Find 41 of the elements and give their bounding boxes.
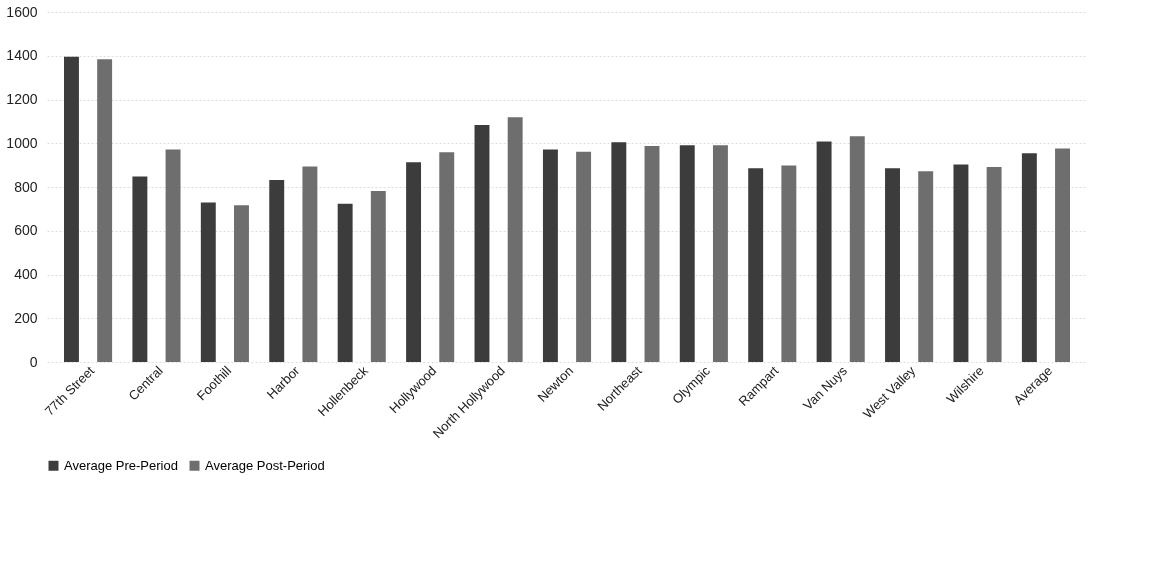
bar	[542, 149, 558, 362]
bar	[849, 136, 865, 362]
bar	[234, 205, 249, 362]
legend-label: Average Pre-Period	[64, 457, 178, 473]
y-tick-label: 200	[14, 309, 38, 326]
bar	[816, 141, 832, 362]
bar	[679, 145, 695, 362]
bar	[507, 117, 523, 362]
y-tick-label: 400	[14, 266, 38, 282]
y-tick-label: 1600	[6, 3, 38, 20]
y-tick-label: 0	[29, 353, 38, 370]
bar	[1021, 153, 1037, 362]
y-tick-label: 1200	[6, 91, 38, 107]
bar	[269, 180, 285, 362]
bar	[953, 164, 969, 362]
bar	[1055, 148, 1070, 362]
bar	[712, 145, 728, 362]
bar	[918, 171, 934, 362]
bar	[781, 165, 797, 362]
bar	[302, 166, 318, 362]
bar	[165, 149, 181, 362]
bar	[986, 166, 1002, 362]
y-tick-label: 800	[14, 178, 38, 195]
bar	[406, 162, 422, 362]
y-tick-label: 1400	[6, 47, 38, 64]
bar	[885, 168, 900, 362]
y-tick-label: 1000	[6, 134, 38, 151]
bar	[474, 125, 490, 362]
bar	[200, 202, 216, 362]
bar	[97, 59, 113, 362]
bar	[64, 56, 79, 362]
legend-label: Average Post-Period	[205, 457, 325, 473]
bar	[132, 176, 148, 362]
bar	[576, 151, 592, 362]
bar	[337, 203, 353, 362]
bar	[748, 168, 764, 362]
y-tick-label: 600	[14, 222, 38, 239]
bar	[370, 190, 386, 362]
bar	[439, 152, 455, 362]
bar	[611, 142, 627, 362]
bar	[644, 145, 660, 362]
